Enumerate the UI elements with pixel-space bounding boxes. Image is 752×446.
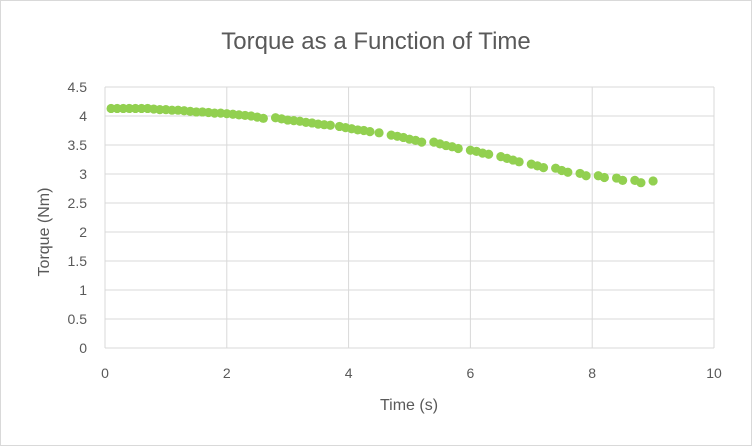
y-tick-label: 2.5 xyxy=(68,195,88,211)
gridlines xyxy=(104,86,715,349)
y-tick-label: 2 xyxy=(79,224,87,240)
data-point xyxy=(599,172,609,183)
data-point xyxy=(484,149,494,159)
x-tick-label: 4 xyxy=(345,365,353,381)
data-point xyxy=(636,178,646,188)
data-point xyxy=(563,167,573,177)
data-point xyxy=(417,137,427,147)
x-tick-label: 2 xyxy=(223,365,231,381)
y-tick-label: 0 xyxy=(79,340,87,356)
data-point xyxy=(258,113,268,123)
y-tick-label: 1 xyxy=(79,282,87,298)
data-point xyxy=(538,163,549,173)
y-tick-label: 4 xyxy=(79,108,87,124)
x-tick-label: 10 xyxy=(706,365,722,381)
y-tick-label: 3 xyxy=(79,166,87,182)
y-tick-label: 0.5 xyxy=(68,311,88,327)
chart-title: Torque as a Function of Time xyxy=(221,28,531,55)
data-point xyxy=(618,175,628,185)
x-tick-label: 0 xyxy=(101,365,109,381)
y-tick-label: 4.5 xyxy=(68,79,88,95)
x-tick-label: 8 xyxy=(588,365,596,381)
data-point xyxy=(325,120,335,130)
y-tick-label: 1.5 xyxy=(68,253,88,269)
x-axis-ticks: 0 2 4 6 8 10 xyxy=(101,365,722,381)
data-point xyxy=(453,143,463,154)
x-tick-label: 6 xyxy=(467,365,475,381)
data-point xyxy=(581,171,591,181)
data-point xyxy=(374,128,384,138)
y-tick-label: 3.5 xyxy=(68,137,88,153)
data-point xyxy=(365,127,375,137)
x-axis-title: Time (s) xyxy=(380,397,438,414)
data-point xyxy=(648,176,658,186)
y-axis-title: Torque (Nm) xyxy=(36,188,53,277)
data-point xyxy=(514,157,524,167)
y-axis-ticks: 0 0.5 1 1.5 2 2.5 3 3.5 4 4.5 xyxy=(68,79,88,356)
data-points xyxy=(106,103,658,188)
